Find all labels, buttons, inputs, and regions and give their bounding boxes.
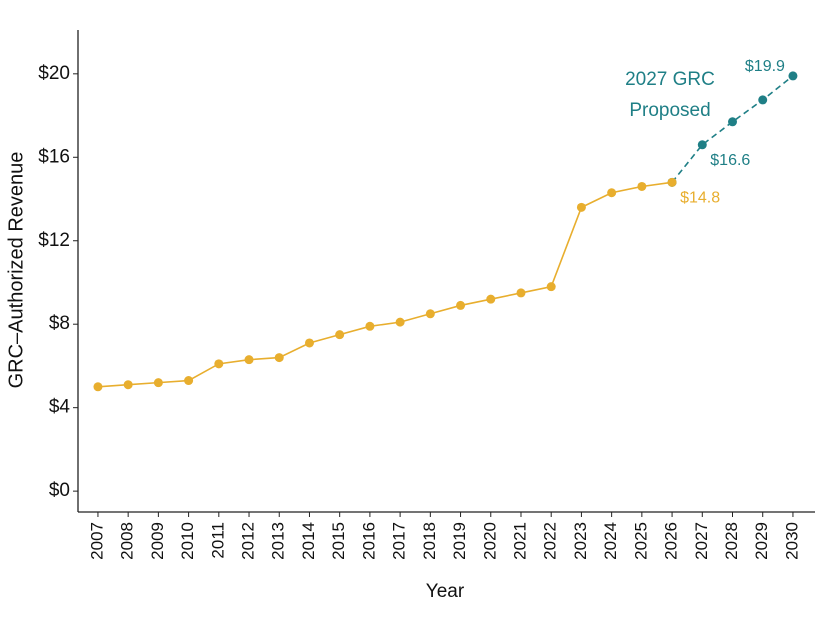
x-tick-label: 2009 [148,522,167,560]
data-point [335,330,345,340]
data-point [123,380,133,390]
data-point [667,177,677,187]
x-tick-label: 2010 [178,522,197,560]
x-tick-label: 2014 [299,522,318,560]
data-point [214,359,224,369]
data-label: $19.9 [745,58,785,75]
data-point [244,355,254,365]
data-point [607,188,617,198]
y-tick-label: $16 [38,146,70,167]
annotation: 2027 GRC [625,69,715,90]
x-tick-label: 2030 [782,522,801,560]
x-tick-label: 2027 [692,522,711,560]
x-tick-label: 2018 [420,522,439,560]
x-tick-label: 2012 [239,522,258,560]
x-tick-label: 2013 [269,522,288,560]
x-tick-label: 2007 [87,522,106,560]
data-point [365,321,375,331]
y-tick-label: $20 [38,63,70,84]
data-point [425,309,435,319]
x-tick-label: 2008 [118,522,137,560]
x-axis-label: Year [426,581,465,602]
y-tick-label: $8 [49,313,70,334]
series-line [671,75,794,183]
y-tick-label: $0 [49,480,70,501]
data-point [758,95,768,105]
x-tick-label: 2029 [752,522,771,560]
data-point [516,288,526,298]
data-point [153,378,163,388]
x-tick-label: 2024 [601,522,620,560]
x-tick-label: 2011 [208,522,227,559]
y-tick-label: $4 [49,397,71,418]
data-point [697,140,707,150]
x-tick-label: 2015 [329,522,348,560]
x-tick-label: 2017 [390,522,409,560]
x-tick-label: 2025 [631,522,650,560]
series-line [97,181,673,388]
x-tick-label: 2021 [510,522,529,560]
data-point [184,376,194,386]
y-axis-label: GRC–Authorized Revenue [5,152,27,389]
data-label: $16.6 [710,152,750,169]
x-tick-label: 2022 [541,522,560,560]
data-point [546,282,556,292]
data-point [637,181,647,191]
data-point [93,382,103,392]
data-point [395,317,405,327]
data-label: $14.8 [680,190,720,207]
data-point [274,353,284,363]
data-point [486,294,496,304]
x-tick-label: 2023 [571,522,590,560]
y-tick-label: $12 [38,230,70,251]
data-point [304,338,314,348]
data-point [576,202,586,212]
annotation: Proposed [629,100,710,121]
x-tick-label: 2019 [450,522,469,560]
x-tick-label: 2028 [722,522,741,560]
x-tick-label: 2016 [359,522,378,560]
data-point [456,300,466,310]
x-tick-label: 2026 [662,522,681,560]
data-point [728,117,738,127]
data-point [788,71,798,81]
x-tick-label: 2020 [480,522,499,560]
